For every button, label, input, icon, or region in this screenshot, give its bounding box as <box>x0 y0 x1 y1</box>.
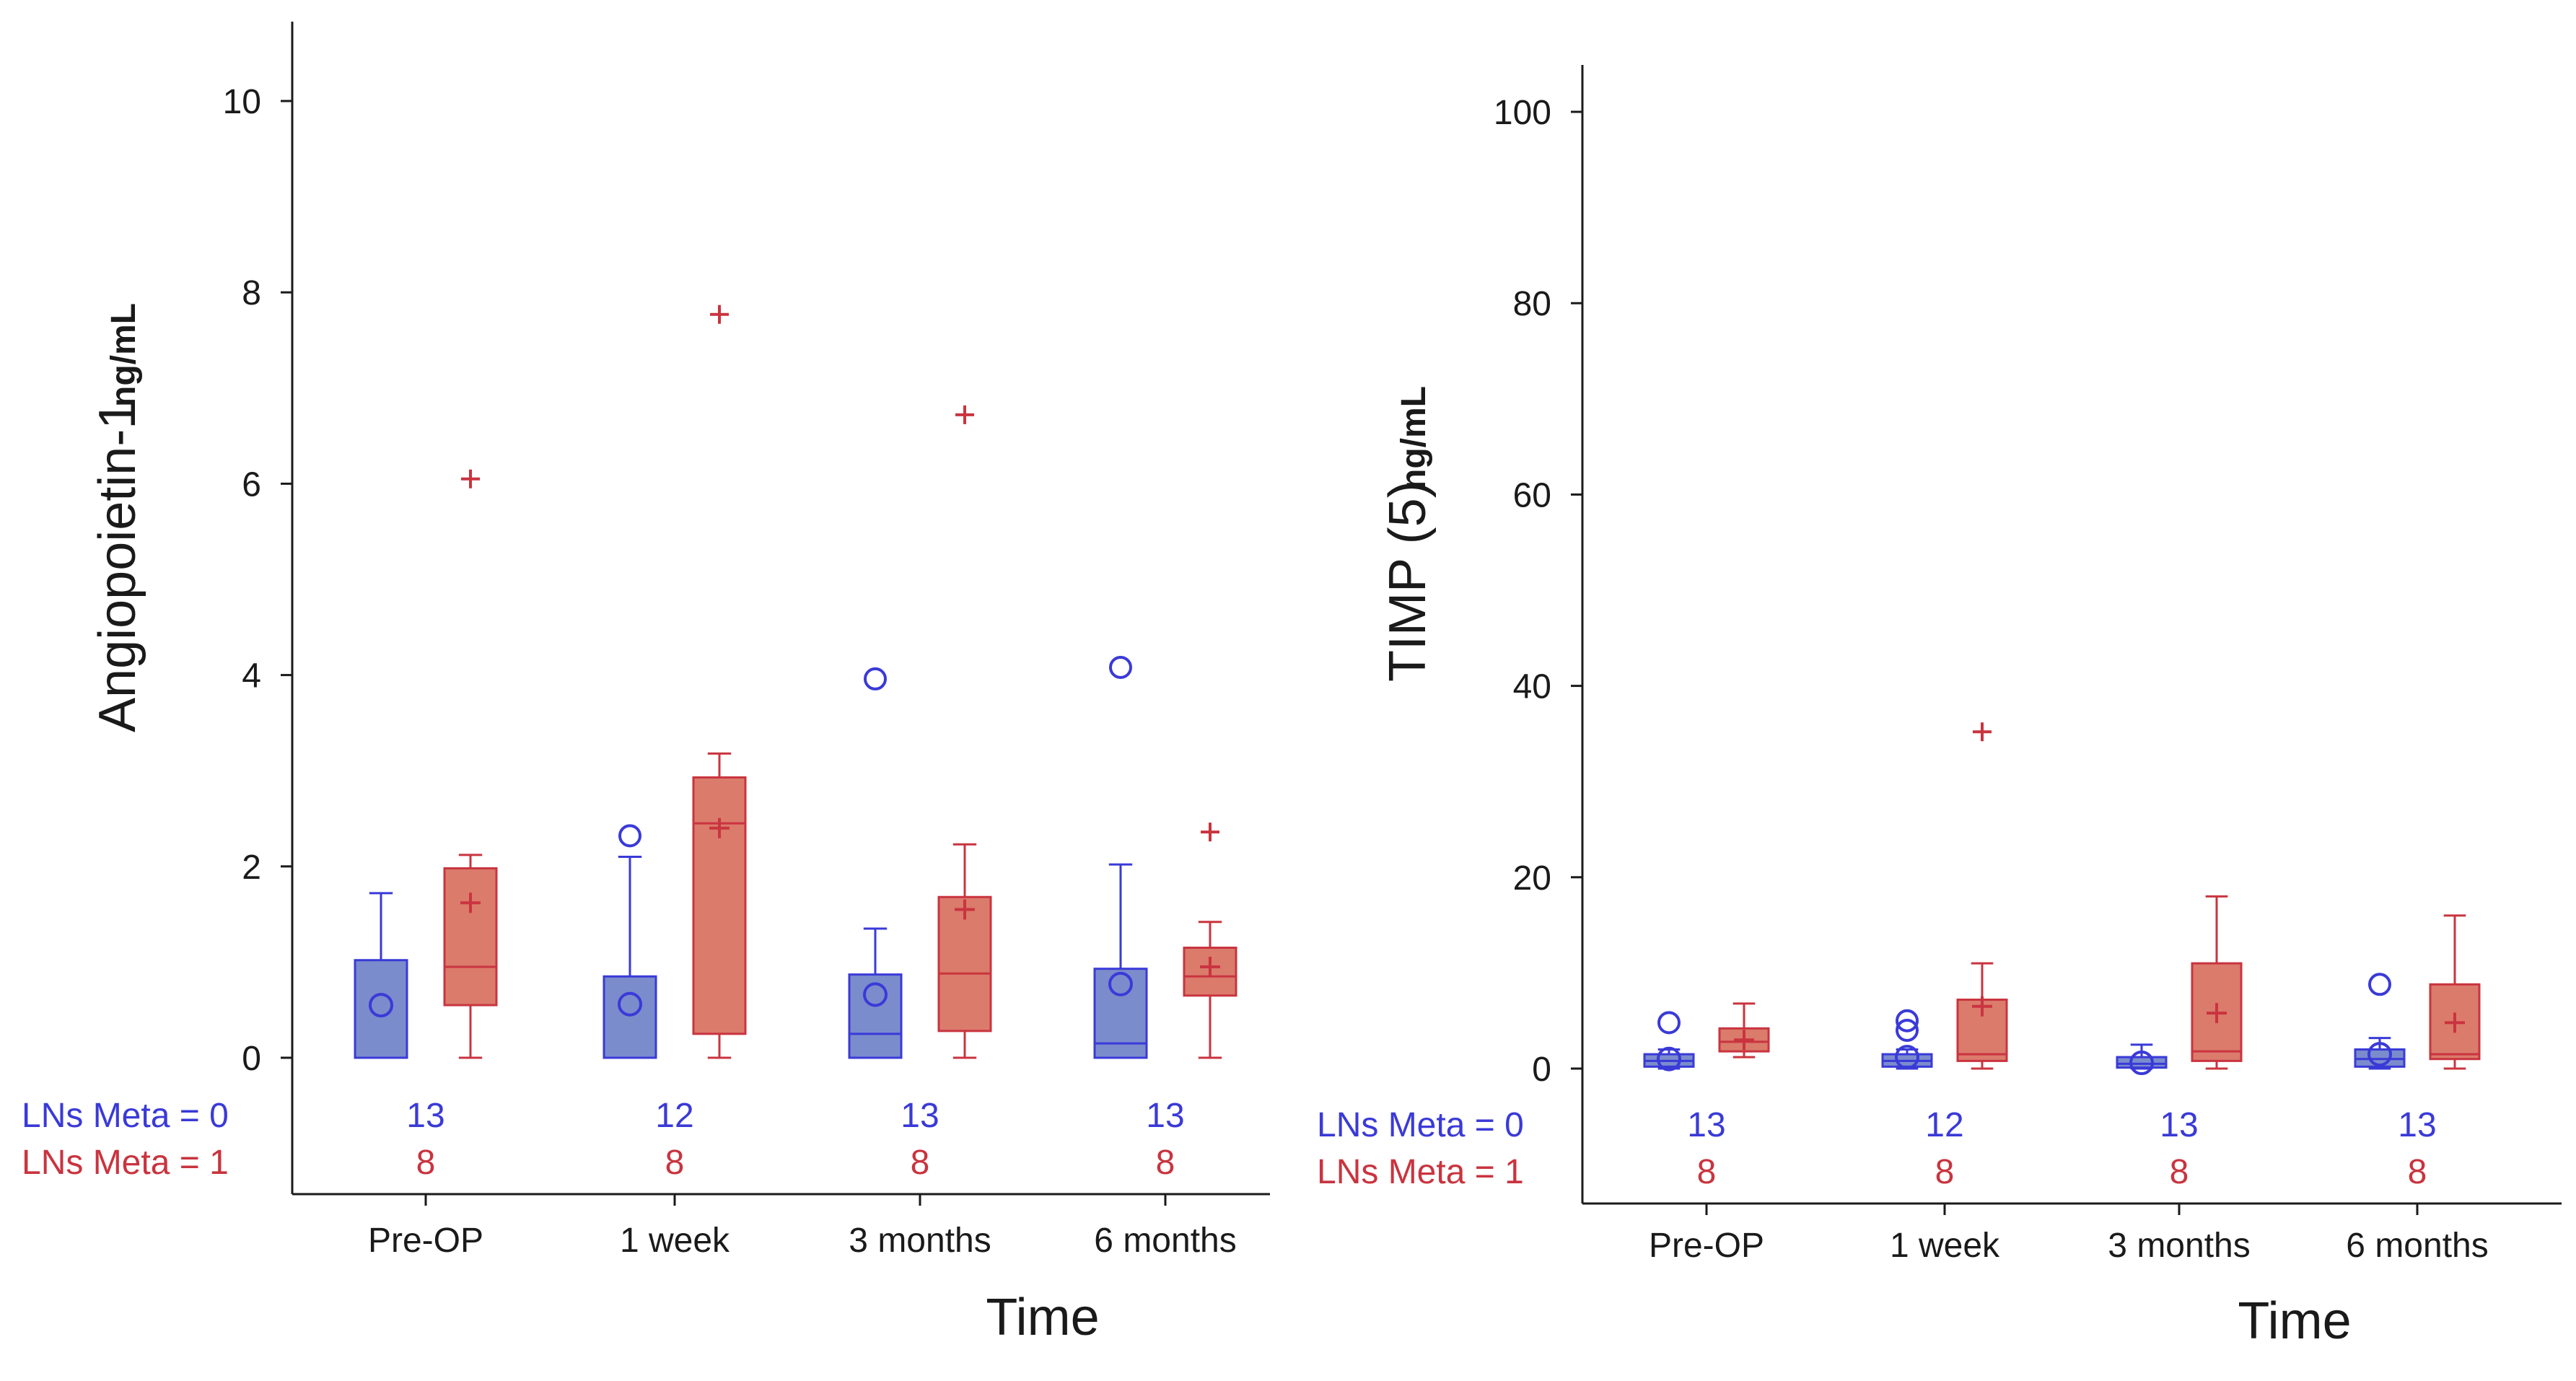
box-plot-1 <box>937 405 992 1059</box>
y-tick-label: 10 <box>223 83 261 121</box>
y-tick-label: 80 <box>1513 285 1551 323</box>
count-label: 13 <box>901 1097 939 1135</box>
count-label: 8 <box>2170 1153 2189 1191</box>
box-plot-1 <box>2429 914 2481 1070</box>
iqr-box <box>603 975 657 1059</box>
outlier-point <box>710 304 729 324</box>
x-tick-label: 3 months <box>2108 1227 2250 1265</box>
outlier-point <box>1896 1009 1919 1033</box>
x-axis-title: Time <box>2238 1292 2351 1350</box>
outlier-point <box>1657 1011 1681 1035</box>
box-plot-1 <box>1956 722 2008 1070</box>
outlier-point <box>461 469 480 488</box>
y-tick-label: 8 <box>242 274 261 312</box>
outlier-point <box>1896 1018 1919 1042</box>
box-plot-0 <box>848 667 903 1059</box>
x-tick-label: 1 week <box>620 1222 730 1260</box>
count-label: 13 <box>1687 1106 1725 1144</box>
chart-panel-1: 0 20 40 60 80 100 TIMP (5)ng/mL Pre-OP 1 week 3 m… <box>1317 65 2562 1350</box>
legend-label-0: LNs Meta = 0 <box>1317 1106 1524 1144</box>
mean-marker <box>955 899 975 920</box>
outlier-point <box>618 824 641 848</box>
legend-label-0: LNs Meta = 0 <box>22 1097 229 1135</box>
mean-marker <box>460 893 481 913</box>
outlier-point <box>955 405 974 424</box>
y-tick-label: 0 <box>242 1040 261 1078</box>
outlier-point <box>1109 655 1132 679</box>
iqr-box <box>443 867 498 1007</box>
x-axis-title: Time <box>986 1289 1099 1346</box>
box-plot-0 <box>1643 1011 1695 1071</box>
count-label: 13 <box>2398 1106 2436 1144</box>
outlier-point <box>1973 722 1992 742</box>
mean-marker <box>2129 1051 2154 1076</box>
y-tick-label: 0 <box>1532 1051 1551 1089</box>
y-axis-title: TIMP (5) <box>1379 481 1437 682</box>
iqr-box <box>2116 1056 2168 1069</box>
outlier-point <box>864 667 887 690</box>
mean-marker <box>2207 1003 2227 1024</box>
y-tick-label: 6 <box>242 465 261 504</box>
y-axis-title: Angiopoietin-1 <box>89 400 146 732</box>
y-tick-label: 2 <box>242 849 261 887</box>
box-plot-0 <box>603 824 657 1059</box>
mean-marker <box>369 993 393 1018</box>
count-label: 8 <box>665 1144 685 1182</box>
x-tick-label: 1 week <box>1890 1227 2000 1265</box>
count-label: 8 <box>2408 1153 2427 1191</box>
mean-marker <box>1734 1030 1754 1051</box>
box-plot-1 <box>443 469 498 1059</box>
legend-label-1: LNs Meta = 1 <box>22 1144 229 1182</box>
box-plot-0 <box>1093 655 1148 1059</box>
mean-marker <box>1657 1046 1681 1071</box>
box-plot-0 <box>354 892 408 1059</box>
iqr-box <box>354 959 408 1059</box>
mean-marker <box>2445 1012 2465 1033</box>
mean-marker <box>709 817 730 838</box>
count-label: 8 <box>911 1144 930 1182</box>
mean-marker <box>1200 957 1220 978</box>
count-label: 13 <box>406 1097 444 1135</box>
box-plot-1 <box>2191 895 2243 1070</box>
mean-marker <box>1108 971 1133 996</box>
x-tick-label: 6 months <box>2346 1227 2488 1265</box>
box-plot-1 <box>692 304 747 1059</box>
mean-marker <box>2367 1042 2392 1067</box>
chart-panel-0: 0 2 4 6 8 10 Angiopoietin-1ng/mL Pre-OP 1 week 3 … <box>22 22 1270 1346</box>
y-tick-label: 4 <box>242 657 261 696</box>
count-label: 13 <box>2160 1106 2198 1144</box>
box-plot-0 <box>2354 973 2406 1070</box>
x-tick-label: Pre-OP <box>1649 1227 1764 1265</box>
count-label: 12 <box>1925 1106 1963 1144</box>
y-tick-label: 100 <box>1494 94 1551 132</box>
legend-label-1: LNs Meta = 1 <box>1317 1153 1524 1191</box>
mean-marker <box>863 982 888 1007</box>
count-label: 8 <box>1935 1153 1955 1191</box>
mean-marker <box>618 991 642 1017</box>
outlier-point <box>1201 823 1219 842</box>
y-axis-unit: ng/mL <box>105 303 143 407</box>
y-tick-label: 40 <box>1513 668 1551 706</box>
x-tick-label: 6 months <box>1094 1222 1236 1260</box>
box-plot-0 <box>1881 1009 1933 1070</box>
y-tick-label: 60 <box>1513 476 1551 514</box>
x-tick-label: Pre-OP <box>368 1222 483 1260</box>
count-label: 13 <box>1146 1097 1184 1135</box>
iqr-box <box>692 776 747 1035</box>
mean-marker <box>1895 1045 1919 1070</box>
mean-marker <box>1972 996 1992 1017</box>
box-plot-1 <box>1718 1002 1770 1058</box>
x-tick-label: 3 months <box>849 1222 991 1260</box>
box-plot-1 <box>1183 823 1237 1059</box>
y-axis-unit: ng/mL <box>1395 386 1433 490</box>
y-tick-label: 20 <box>1513 859 1551 898</box>
iqr-box <box>848 973 903 1059</box>
outlier-point <box>2368 973 2391 996</box>
count-label: 8 <box>1156 1144 1175 1182</box>
count-label: 8 <box>1697 1153 1717 1191</box>
box-plot-0 <box>2116 1043 2168 1076</box>
count-label: 12 <box>655 1097 693 1135</box>
count-label: 8 <box>416 1144 436 1182</box>
